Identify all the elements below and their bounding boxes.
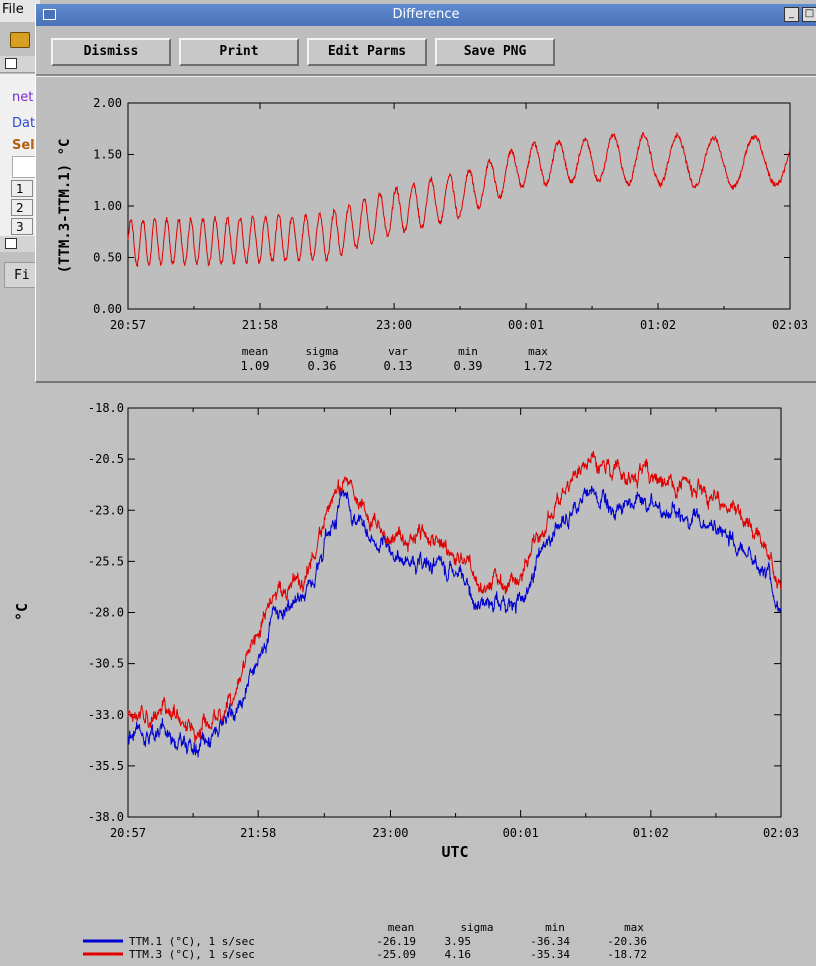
legend-min-value: -35.34 <box>530 948 570 961</box>
diff-stat-header: sigma <box>305 345 338 358</box>
main-xtick-label: 00:01 <box>503 826 539 840</box>
diff-ytick-label: 0.00 <box>93 302 122 316</box>
file-tab[interactable]: Fi <box>4 262 36 288</box>
main-x-axis-label: UTC <box>441 843 468 861</box>
difference-window: Difference _ □ Dismiss Print Edit Parms … <box>35 4 816 383</box>
save-png-button[interactable]: Save PNG <box>435 38 555 66</box>
legend-sigma-value: 4.16 <box>445 948 472 961</box>
menu-file[interactable]: File <box>2 2 24 17</box>
main-ytick-label: -30.5 <box>88 657 124 671</box>
row-number-2[interactable]: 2 <box>11 199 33 216</box>
window-title: Difference <box>392 7 460 22</box>
toolbar-separator <box>36 74 816 77</box>
diff-stat-value: 0.13 <box>384 359 413 373</box>
diff-series <box>127 131 791 268</box>
diff-y-axis-label: (TTM.3-TTM.1) °C <box>57 139 73 274</box>
legend-header: mean <box>388 921 415 934</box>
diff-stat-header: mean <box>242 345 269 358</box>
diff-xtick-label: 20:57 <box>110 318 146 332</box>
row-number-3[interactable]: 3 <box>11 218 33 235</box>
legend-header: sigma <box>460 921 493 934</box>
main-xtick-label: 02:03 <box>763 826 799 840</box>
diff-stat-header: var <box>388 345 408 358</box>
legend-header: min <box>545 921 565 934</box>
diff-plot-frame <box>127 102 791 310</box>
diff-series-line <box>127 131 791 268</box>
window-menu-icon[interactable] <box>43 9 56 20</box>
legend-mean-value: -25.09 <box>376 948 416 961</box>
difference-titlebar[interactable]: Difference _ □ <box>36 4 816 26</box>
main-series <box>127 450 782 758</box>
legend-min-value: -36.34 <box>530 935 570 948</box>
print-button[interactable]: Print <box>179 38 299 66</box>
main-ytick-label: -38.0 <box>88 810 124 824</box>
diff-stat-header: max <box>528 345 548 358</box>
main-ytick-label: -23.0 <box>88 503 124 517</box>
sub-window-titlebar-2 <box>0 236 36 252</box>
diff-stat-value: 1.72 <box>524 359 553 373</box>
diff-ytick-label: 1.50 <box>93 148 122 162</box>
main-xtick-label: 20:57 <box>110 826 146 840</box>
main-plot-frame <box>127 407 782 818</box>
select-label: Sel <box>12 138 35 153</box>
difference-chart: 2.00 1.50 1.00 0.50 0.00 20:57 21:58 23:00 00:01… <box>57 96 808 373</box>
main-ytick-label: -35.5 <box>88 759 124 773</box>
main-series-line <box>127 485 782 758</box>
difference-toolbar: Dismiss Print Edit Parms Save PNG <box>36 32 816 72</box>
minimize-icon[interactable]: _ <box>784 7 799 22</box>
diff-xtick-label: 02:03 <box>772 318 808 332</box>
main-ticks: -18.0 -20.5 -23.0 -25.5 -28.0 -30.5 -33.0 -35.5… <box>88 401 799 840</box>
diff-xtick-label: 21:58 <box>242 318 278 332</box>
legend-series-name: TTM.1 (°C), 1 s/sec <box>129 935 255 948</box>
diff-stat-value: 0.36 <box>308 359 337 373</box>
window-menu-icon-2[interactable] <box>5 238 17 249</box>
diff-stat-value: 1.09 <box>241 359 270 373</box>
maximize-icon[interactable]: □ <box>802 7 816 22</box>
diff-xtick-label: 23:00 <box>376 318 412 332</box>
data-link[interactable]: Dat <box>12 116 36 131</box>
sub-window-titlebar <box>0 56 36 73</box>
diff-ytick-label: 1.00 <box>93 199 122 213</box>
main-ytick-label: -28.0 <box>88 606 124 620</box>
diff-ytick-label: 0.50 <box>93 251 122 265</box>
row-number-1[interactable]: 1 <box>11 180 33 197</box>
edit-parms-button[interactable]: Edit Parms <box>307 38 427 66</box>
main-series-line <box>127 450 782 744</box>
diff-xtick-label: 00:01 <box>508 318 544 332</box>
main-xtick-label: 23:00 <box>372 826 408 840</box>
main-y-axis-label: °C <box>13 603 31 621</box>
legend-header: max <box>624 921 644 934</box>
legend-sigma-value: 3.95 <box>445 935 472 948</box>
background-menubar: File <box>0 0 40 22</box>
legend-series-name: TTM.3 (°C), 1 s/sec <box>129 948 255 961</box>
legend: mean sigma min max TTM.1 (°C), 1 s/sec -26.19… <box>83 921 647 961</box>
main-xtick-label: 21:58 <box>240 826 276 840</box>
diff-ticks: 2.00 1.50 1.00 0.50 0.00 20:57 21:58 23:00 00:01… <box>93 96 808 332</box>
main-xtick-label: 01:02 <box>633 826 669 840</box>
main-ytick-label: -18.0 <box>88 401 124 415</box>
main-ytick-label: -25.5 <box>88 554 124 568</box>
main-ytick-label: -33.0 <box>88 708 124 722</box>
dismiss-button[interactable]: Dismiss <box>51 38 171 66</box>
legend-mean-value: -26.19 <box>376 935 416 948</box>
legend-max-value: -18.72 <box>607 948 647 961</box>
diff-stat-value: 0.39 <box>454 359 483 373</box>
open-folder-icon[interactable] <box>10 32 30 48</box>
legend-max-value: -20.36 <box>607 935 647 948</box>
window-menu-icon[interactable] <box>5 58 17 69</box>
diff-ytick-label: 2.00 <box>93 96 122 110</box>
main-ytick-label: -20.5 <box>88 452 124 466</box>
diff-xtick-label: 01:02 <box>640 318 676 332</box>
net-link[interactable]: net <box>12 90 34 105</box>
diff-stat-header: min <box>458 345 478 358</box>
